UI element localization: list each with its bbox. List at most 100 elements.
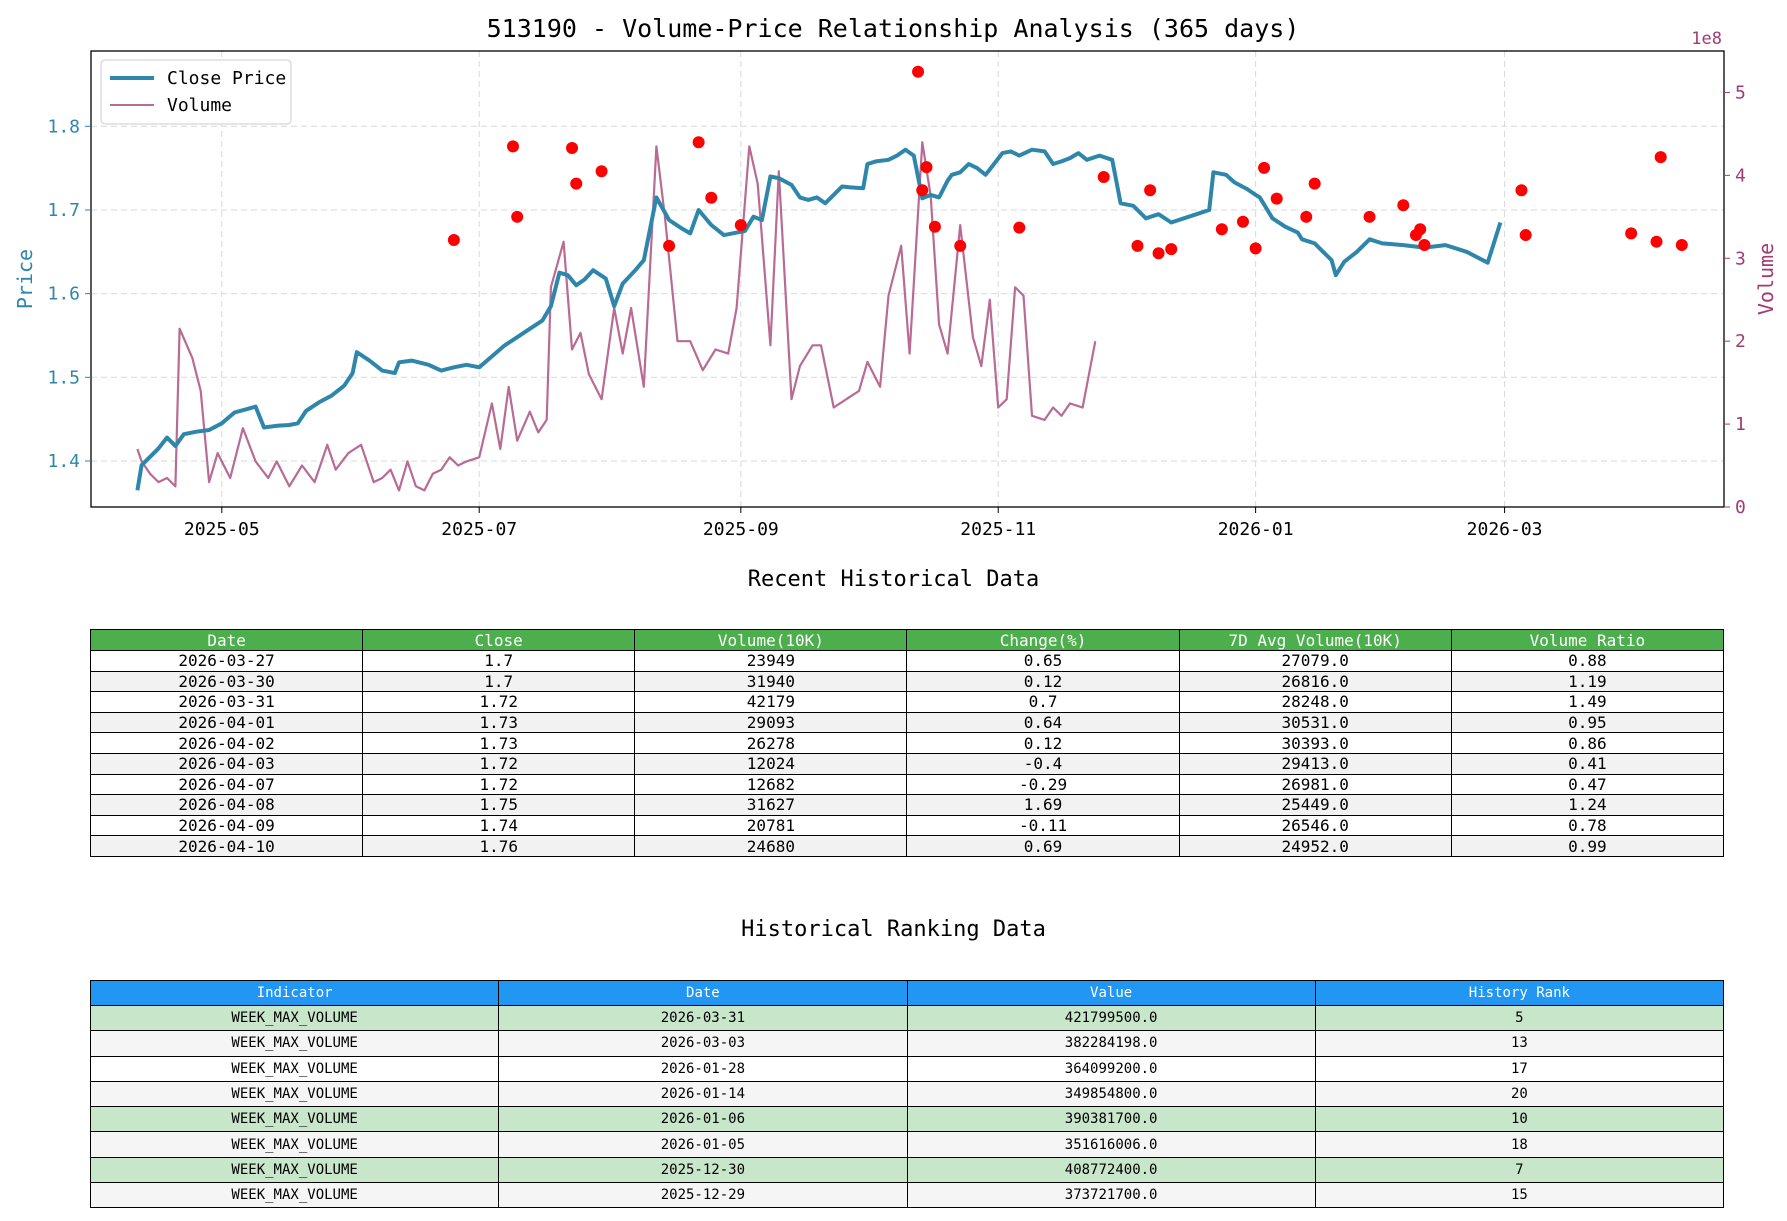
table-row: WEEK_MAX_VOLUME 2026-03-31 421799500.0 5 [89,1004,1725,1032]
volume-spike-marker [1013,221,1026,234]
ranking-table-header: Indicator Date Value History Rank [89,980,1725,1006]
volume-spike-marker [1097,171,1110,184]
table-cell: 29413.0 [1178,752,1452,775]
x-tick-label: 2026-03 [1467,519,1543,540]
table-cell: 1.7 [362,670,636,693]
recent-table-header: Date Close Volume(10K) Change(%) 7D Avg Volu… [89,629,1725,651]
table-cell: 18 [1314,1131,1725,1158]
table-cell: 0.69 [906,835,1180,857]
volume-spike-marker [506,140,519,153]
table-cell: -0.11 [906,814,1180,837]
volume-spike-marker [1258,161,1271,174]
recent-header-cell: Date [89,629,364,651]
grid [91,51,1724,507]
table-cell: 24680 [634,835,908,857]
volume-spike-marker [1675,239,1688,252]
table-row: WEEK_MAX_VOLUME 2026-03-03 382284198.0 13 [89,1030,1725,1057]
table-row: WEEK_MAX_VOLUME 2025-12-29 373721700.0 15 [89,1182,1725,1209]
table-cell: 12024 [634,752,908,775]
volume-spike-marker [1131,239,1144,252]
ranking-data-title: Historical Ranking Data [741,917,1046,942]
volume-spike-marker [1625,227,1638,240]
y-tick-label: 1.6 [47,284,80,305]
volume-spike-marker [1249,242,1262,255]
table-cell: -0.4 [906,752,1180,775]
table-cell: 0.95 [1450,711,1725,734]
table-cell: 1.74 [362,814,636,837]
table-row: 2026-03-30 1.7 31940 0.12 26816.0 1.19 [89,670,1725,693]
recent-header-cell: Change(%) [906,629,1180,651]
table-row: WEEK_MAX_VOLUME 2026-01-28 364099200.0 17 [89,1055,1725,1082]
y2-exponent-label: 1e8 [1691,29,1722,49]
table-row: WEEK_MAX_VOLUME 2026-01-14 349854800.0 20 [89,1080,1725,1108]
x-tick-label: 2026-01 [1218,519,1294,540]
close-price-line [135,147,1503,491]
volume-spike-marker [1418,239,1431,252]
volume-spike-marker [570,177,583,190]
recent-header-cell: Close [362,629,636,651]
volume-spike-marker [705,191,718,204]
table-cell: 2025-12-30 [498,1156,908,1184]
volume-spike-marker [1363,210,1376,223]
table-cell: 2026-04-09 [89,814,364,837]
recent-data-table: Date Close Volume(10K) Change(%) 7D Avg Volu… [89,629,1725,857]
volume-spike-marker [447,234,460,247]
table-cell: WEEK_MAX_VOLUME [89,1055,500,1082]
table-cell: 1.76 [362,835,636,857]
table-cell: 23949 [634,650,908,672]
volume-spike-marker [511,210,524,223]
plot-frame [90,50,1725,508]
volume-spike-marker [912,65,925,78]
table-cell: 1.69 [906,794,1180,816]
table-cell: 1.72 [362,691,636,713]
volume-spike-marker [1236,215,1249,228]
volume-spike-marker [1152,247,1165,260]
table-cell: 28248.0 [1178,691,1452,713]
table-cell: 0.78 [1450,814,1725,837]
ranking-data-table: Indicator Date Value History Rank WEEK_MAX_… [89,980,1725,1209]
table-cell: 26546.0 [1178,814,1452,837]
table-cell: 30393.0 [1178,732,1452,754]
table-cell: 2026-03-30 [89,670,364,693]
table-cell: 2026-01-06 [498,1106,908,1133]
table-cell: 30531.0 [1178,711,1452,734]
table-cell: 0.12 [906,670,1180,693]
table-cell: 12682 [634,773,908,796]
table-cell: 0.47 [1450,773,1725,796]
x-tick-label: 2025-07 [441,519,517,540]
volume-spike-marker [1308,177,1321,190]
table-row: WEEK_MAX_VOLUME 2026-01-05 351616006.0 18 [89,1131,1725,1158]
volume-spike-marker [692,136,705,149]
table-row: 2026-04-02 1.73 26278 0.12 30393.0 0.86 [89,732,1725,754]
volume-spike-marker [566,142,579,155]
volume-spike-marker [663,239,676,252]
table-cell: 2026-04-10 [89,835,364,857]
table-cell: WEEK_MAX_VOLUME [89,1030,500,1057]
table-cell: 421799500.0 [906,1004,1316,1032]
table-cell: 13 [1314,1030,1725,1057]
table-cell: 27079.0 [1178,650,1452,672]
table-cell: WEEK_MAX_VOLUME [89,1182,500,1209]
table-cell: 26278 [634,732,908,754]
y-tick-label: 1.8 [47,116,80,137]
ranking-header-cell: Indicator [89,980,500,1006]
y2-tick-label: 2 [1735,331,1746,352]
table-cell: 2026-01-05 [498,1131,908,1158]
table-cell: 2025-12-29 [498,1182,908,1209]
volume-spike-marker [595,165,608,178]
table-cell: 364099200.0 [906,1055,1316,1082]
y-axis-label: Price [13,249,37,309]
volume-markers [447,65,1688,260]
table-row: WEEK_MAX_VOLUME 2025-12-30 408772400.0 7 [89,1156,1725,1184]
table-cell: WEEK_MAX_VOLUME [89,1131,500,1158]
volume-spike-marker [1519,229,1532,242]
x-tick-label: 2025-11 [960,519,1036,540]
volume-spike-marker [1397,199,1410,212]
table-cell: 2026-01-28 [498,1055,908,1082]
volume-spike-marker [1654,151,1667,164]
table-cell: 0.64 [906,711,1180,734]
y-tick-label: 1.7 [47,200,80,221]
table-cell: 2026-04-03 [89,752,364,775]
table-cell: WEEK_MAX_VOLUME [89,1080,500,1108]
legend-volume-label: Volume [167,95,232,116]
